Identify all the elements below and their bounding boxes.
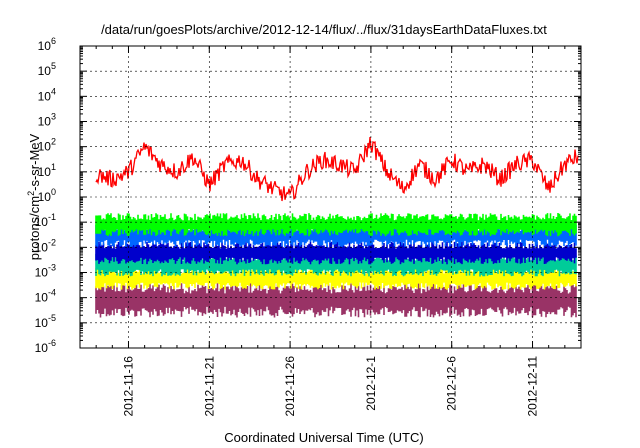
y-tick-label: 106 xyxy=(38,36,56,53)
x-tick-label: 2012-11-16 xyxy=(121,356,135,417)
x-tick-label: 2012-11-21 xyxy=(202,356,216,417)
y-axis-title: protons/cm2-s-sr-MeV xyxy=(26,133,42,260)
y-tick-label: 100 xyxy=(38,187,56,204)
series-band-1 xyxy=(95,282,577,318)
x-tick-label: 2012-11-26 xyxy=(283,356,297,417)
series-band-4 xyxy=(95,241,577,265)
y-axis-title-base: protons/cm xyxy=(27,196,42,260)
y-tick-label: 10-4 xyxy=(35,288,56,305)
y-tick-label: 10-5 xyxy=(35,313,56,330)
series-band-3 xyxy=(95,253,577,277)
y-axis-title-rest: -s-sr-MeV xyxy=(27,133,42,190)
x-axis-title: Coordinated Universal Time (UTC) xyxy=(224,430,423,445)
chart-title: /data/run/goesPlots/archive/2012-12-14/f… xyxy=(101,22,547,37)
y-tick-label: 10-6 xyxy=(35,338,56,355)
axes: 10-6 10-5 10-4 10-3 10-2 10-1 100 101 102 103 104 1… xyxy=(35,36,582,417)
x-tick-label: 2012-12-11 xyxy=(526,356,540,417)
series-band-2 xyxy=(95,266,577,290)
y-axis-title-sup: 2 xyxy=(26,191,36,196)
y-tick-label: 104 xyxy=(38,86,56,103)
x-tick-label: 2012-12-1 xyxy=(364,356,378,411)
y-tick-label: 103 xyxy=(38,112,56,129)
series-band-6 xyxy=(95,213,577,237)
y-tick-label: 101 xyxy=(38,162,56,179)
y-tick-label: 102 xyxy=(38,137,56,154)
y-tick-label: 10-1 xyxy=(35,212,56,229)
y-tick-label: 10-2 xyxy=(35,237,56,254)
x-tick-label: 2012-12-6 xyxy=(445,356,459,411)
y-tick-label: 105 xyxy=(38,61,56,78)
series-line-red xyxy=(95,136,579,202)
y-tick-label: 10-3 xyxy=(35,263,56,280)
plot-area xyxy=(95,136,579,318)
